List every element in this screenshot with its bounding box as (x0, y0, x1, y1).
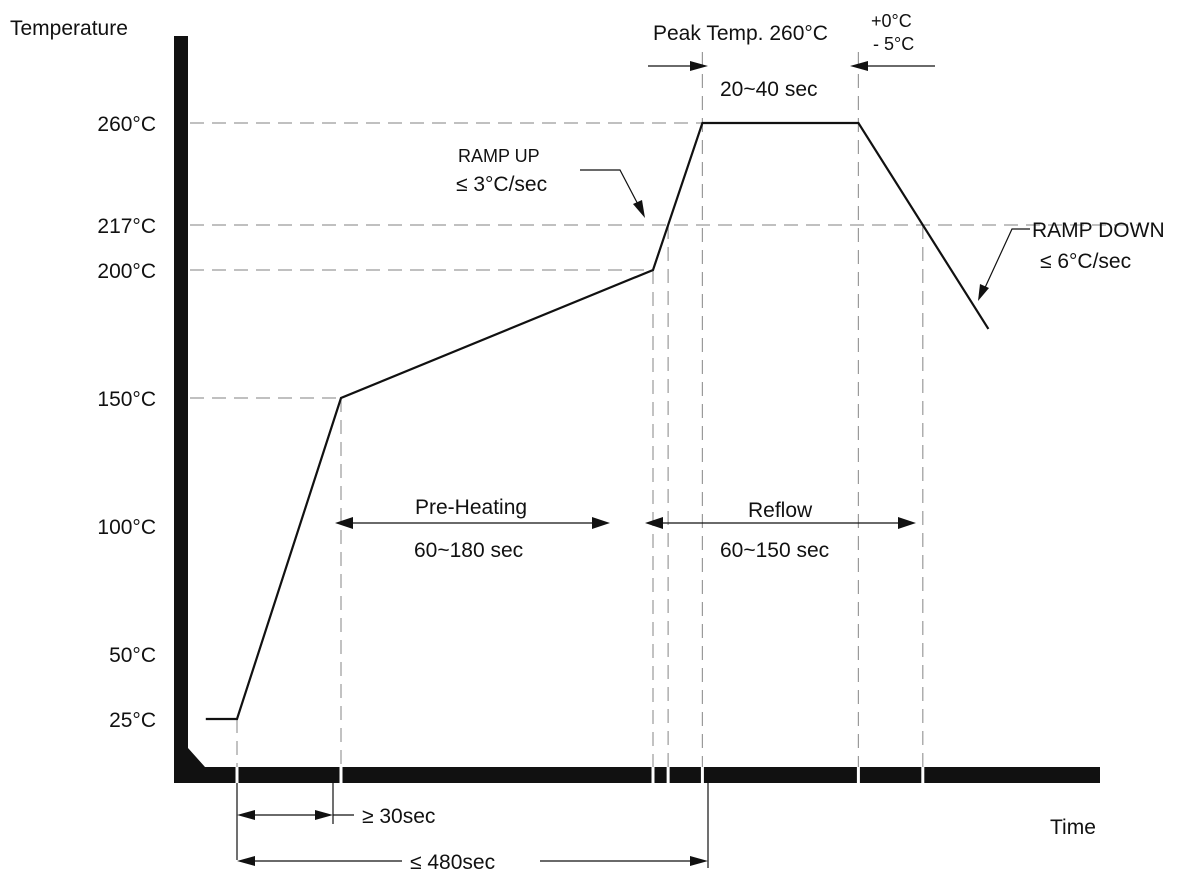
min-initial-label: ≥ 30sec (362, 805, 435, 828)
peak-temp-label: Peak Temp. 260°C (653, 22, 828, 45)
min-initial-arrow-right (315, 810, 333, 820)
preheat-duration: 60~180 sec (414, 539, 523, 562)
y-tick-label-100: 100°C (97, 516, 156, 539)
y-tick-labels: 260°C 217°C 200°C 150°C 100°C 50°C 25°C (97, 113, 156, 732)
reflow-duration: 60~150 sec (720, 539, 829, 562)
ramp-down-arrow (978, 284, 989, 301)
x-tick-notch-2 (651, 767, 655, 783)
peak-dim-right-arrow (850, 61, 868, 71)
y-tick-label-260: 260°C (97, 113, 156, 136)
x-tick-notch-3 (666, 767, 670, 783)
temperature-profile-line (205, 121, 990, 721)
ramp-up-leader (580, 169, 643, 213)
preheat-title: Pre-Heating (415, 496, 527, 519)
y-tick-label-217: 217°C (97, 215, 156, 238)
x-tick-notches (235, 767, 925, 783)
x-tick-notch-4 (700, 767, 704, 783)
y-tick-label-50: 50°C (109, 644, 156, 667)
ramp-up-title: RAMP UP (458, 146, 540, 166)
reflow-arrow-right (898, 517, 916, 529)
x-tick-notch-6 (921, 767, 925, 783)
x-axis-title: Time (1050, 816, 1096, 839)
y-tick-label-200: 200°C (97, 260, 156, 283)
ramp-down-rate: ≤ 6°C/sec (1040, 250, 1131, 273)
min-initial-arrow-left (237, 810, 255, 820)
peak-tol-plus: +0°C (871, 11, 912, 31)
reflow-arrow-left (645, 517, 663, 529)
ramp-down-leader (982, 228, 1030, 293)
horizontal-guides (190, 122, 1140, 399)
preheat-arrow-left (335, 517, 353, 529)
ramp-up-arrow (633, 200, 645, 218)
x-tick-notch-5 (856, 767, 860, 783)
x-tick-notch-0 (235, 767, 239, 783)
peak-duration-label: 20~40 sec (720, 78, 818, 101)
y-tick-label-25: 25°C (109, 709, 156, 732)
x-tick-notch-1 (339, 767, 343, 783)
reflow-title: Reflow (748, 499, 813, 522)
x-axis (174, 767, 1100, 783)
y-axis (174, 36, 188, 783)
axis-corner-brace (188, 748, 205, 767)
ramp-down-title: RAMP DOWN (1032, 219, 1165, 242)
ramp-up-rate: ≤ 3°C/sec (456, 173, 547, 196)
max-total-arrow-left (237, 856, 255, 866)
peak-tol-minus: - 5°C (873, 34, 914, 54)
max-total-arrow-right (690, 856, 708, 866)
max-total-label: ≤ 480sec (410, 851, 495, 874)
y-tick-label-150: 150°C (97, 388, 156, 411)
peak-dim-left-arrow (690, 61, 708, 71)
vertical-guides (236, 52, 924, 767)
y-axis-title: Temperature (10, 17, 128, 40)
preheat-arrow-right (592, 517, 610, 529)
